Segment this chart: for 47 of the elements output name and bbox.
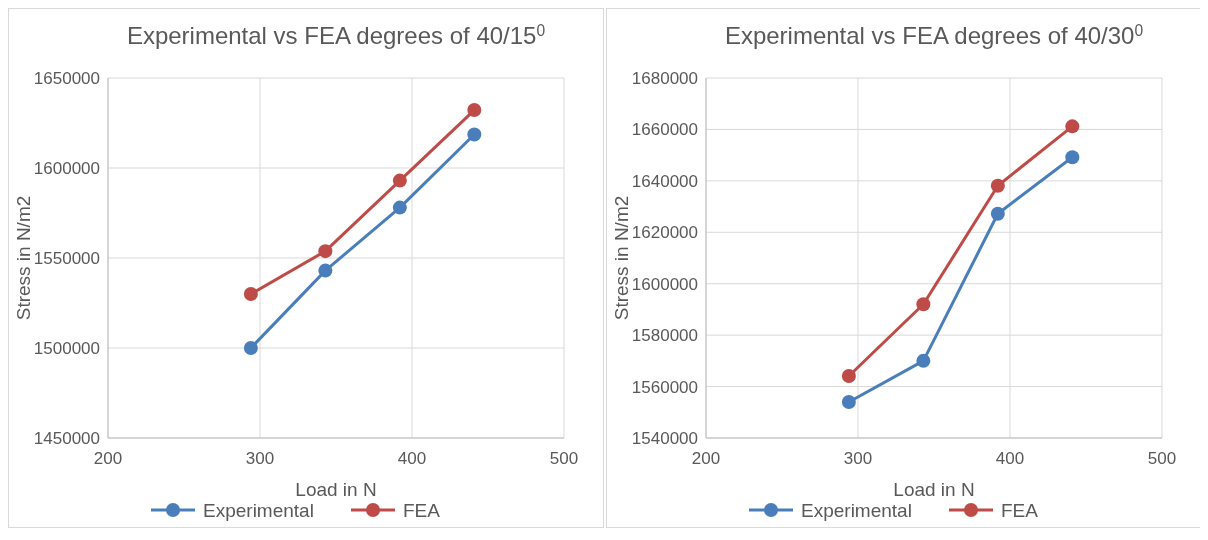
- x-tick-label: 300: [245, 449, 275, 468]
- x-axis-title: Load in N: [893, 479, 975, 500]
- point: [990, 206, 1005, 221]
- point: [467, 127, 482, 142]
- point: [318, 244, 333, 259]
- y-tick-label: 1450000: [33, 428, 100, 448]
- point: [916, 297, 931, 312]
- point: [392, 200, 407, 215]
- y-tick-label: 1650000: [33, 68, 100, 88]
- point: [318, 263, 333, 278]
- x-tick-label: 500: [549, 449, 579, 468]
- x-tick-label: 300: [843, 449, 873, 468]
- y-tick-label: 1620000: [631, 223, 698, 243]
- legend-label: FEA: [1001, 499, 1039, 521]
- y-tick-label: 1550000: [33, 248, 100, 268]
- x-tick-label: 400: [995, 449, 1025, 468]
- point: [243, 287, 258, 301]
- x-tick-label: 400: [397, 449, 427, 468]
- point: [841, 395, 856, 409]
- y-tick-label: 1660000: [631, 120, 698, 140]
- y-tick-label: 1640000: [631, 171, 698, 191]
- chart-title: Experimental vs FEA degrees of 40/15$^{0}$: [126, 21, 546, 49]
- y-tick-label: 1500000: [33, 338, 100, 358]
- point: [1065, 150, 1080, 165]
- y-axis-title: Stress in N/m2: [13, 195, 34, 321]
- x-tick-label: 200: [93, 449, 123, 468]
- point: [1065, 119, 1080, 134]
- y-tick-label: 1600000: [33, 158, 100, 178]
- y-axis-title: Stress in N/m2: [611, 195, 632, 321]
- x-tick-label: 500: [1147, 449, 1177, 468]
- x-axis-title: Load in N: [295, 479, 377, 500]
- legend-label: FEA: [403, 499, 441, 521]
- point: [990, 178, 1005, 193]
- point: [916, 353, 931, 368]
- legend-label: Experimental: [801, 499, 912, 521]
- point: [392, 173, 407, 188]
- point: [467, 103, 482, 118]
- x-tick-label: 200: [691, 449, 721, 468]
- y-tick-label: 1680000: [631, 68, 698, 88]
- point: [243, 341, 258, 355]
- point: [841, 369, 856, 384]
- y-tick-label: 1600000: [631, 274, 698, 294]
- y-tick-label: 1540000: [631, 428, 698, 448]
- y-tick-label: 1560000: [631, 377, 698, 397]
- y-tick-label: 1580000: [631, 326, 698, 346]
- legend-label: Experimental: [203, 499, 314, 521]
- chart-title: Experimental vs FEA degrees of 40/30$^{0}$: [724, 21, 1144, 49]
